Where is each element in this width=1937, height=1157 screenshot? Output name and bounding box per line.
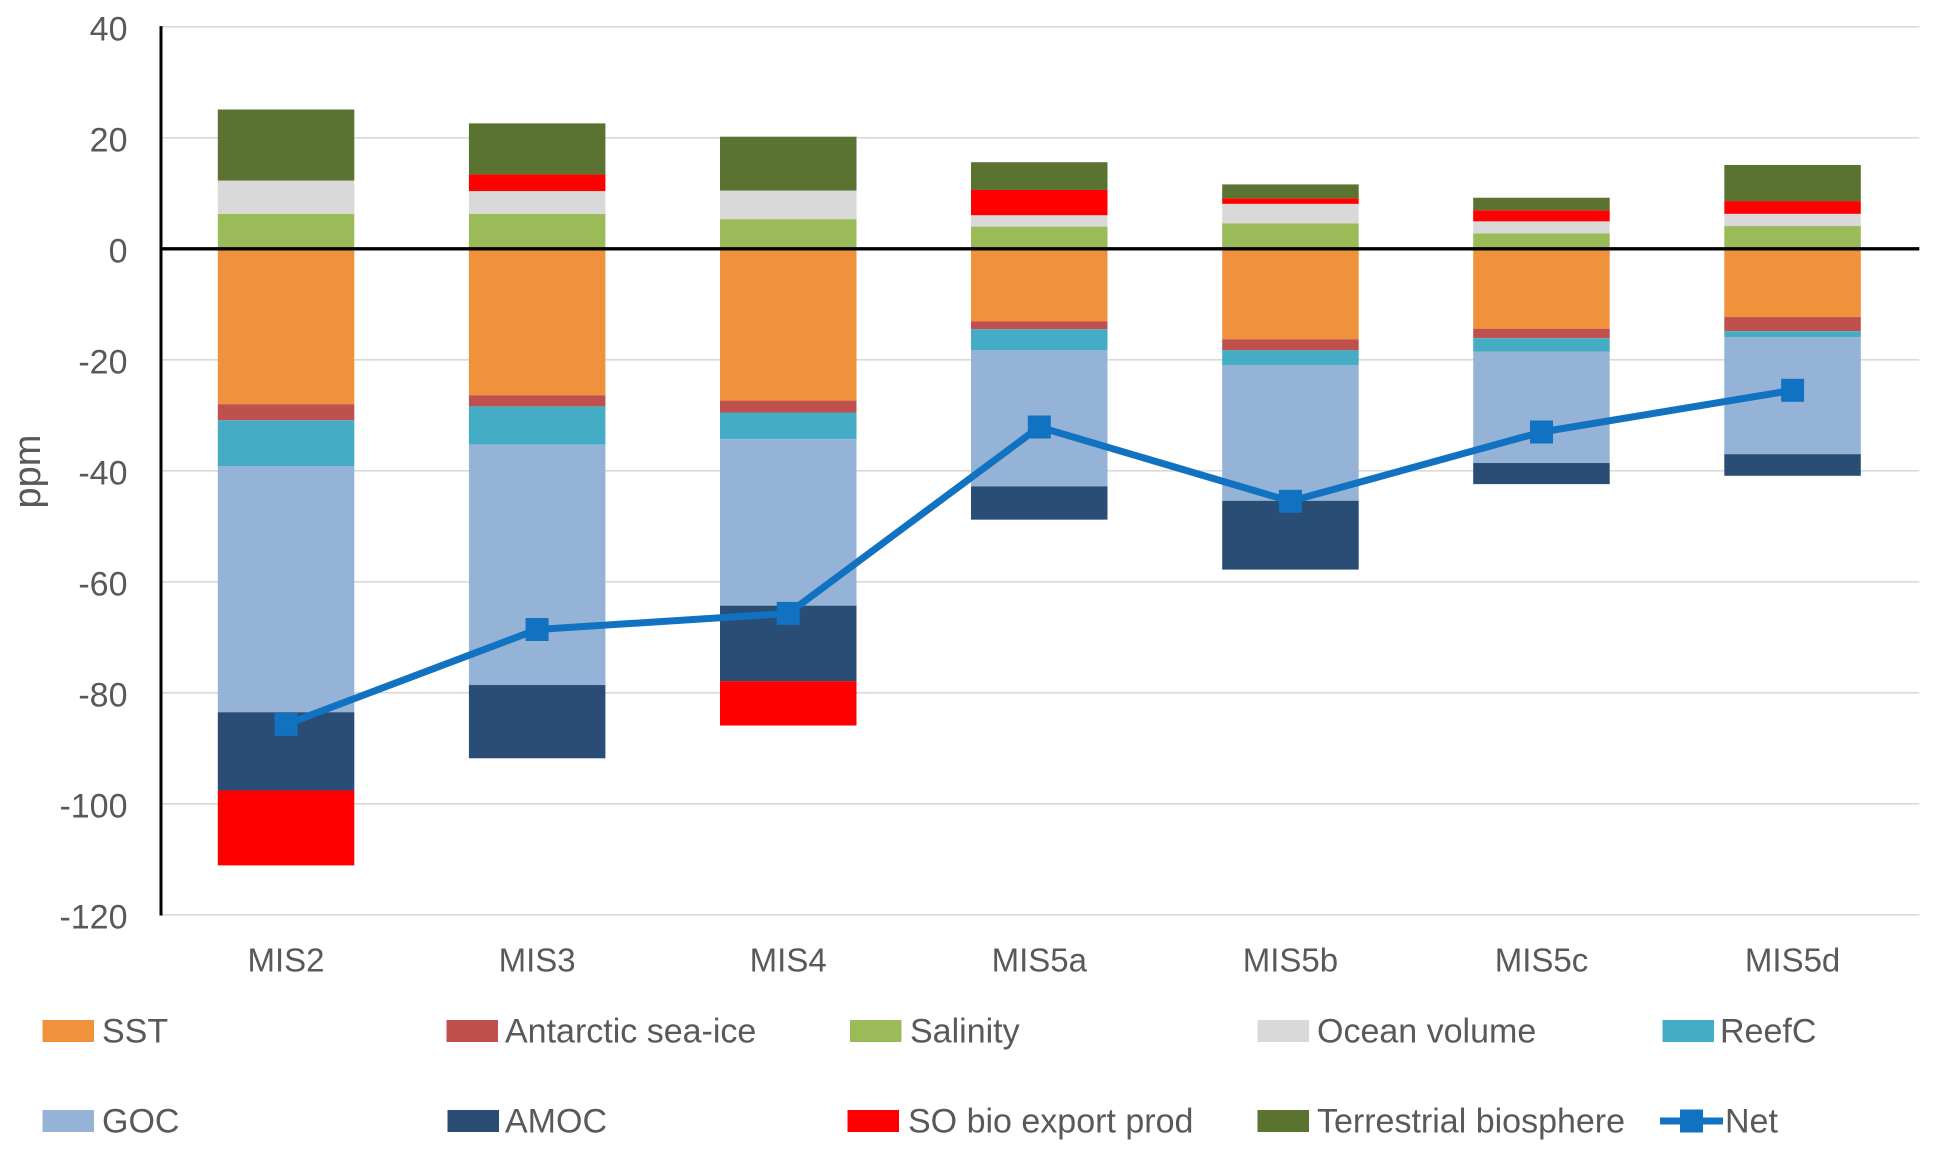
svg-text:MIS4: MIS4 <box>750 942 827 979</box>
svg-text:Ocean volume: Ocean volume <box>1317 1013 1536 1051</box>
svg-text:MIS5d: MIS5d <box>1745 942 1840 979</box>
svg-text:MIS5a: MIS5a <box>992 942 1088 979</box>
svg-text:ppm: ppm <box>7 435 49 509</box>
svg-text:-60: -60 <box>78 565 127 603</box>
svg-text:-120: -120 <box>59 898 127 936</box>
svg-text:MIS3: MIS3 <box>499 942 576 979</box>
svg-text:MIS2: MIS2 <box>247 942 324 979</box>
svg-text:Net: Net <box>1725 1103 1778 1141</box>
svg-text:GOC: GOC <box>102 1103 179 1141</box>
svg-text:SST: SST <box>102 1013 168 1051</box>
svg-text:MIS5b: MIS5b <box>1243 942 1338 979</box>
svg-text:-40: -40 <box>78 454 127 492</box>
svg-text:-20: -20 <box>78 343 127 381</box>
svg-text:SO bio export prod: SO bio export prod <box>908 1103 1193 1141</box>
svg-text:MIS5c: MIS5c <box>1495 942 1589 979</box>
svg-text:Salinity: Salinity <box>910 1013 1020 1051</box>
svg-text:0: 0 <box>109 232 128 270</box>
svg-text:-100: -100 <box>59 787 127 825</box>
svg-text:-80: -80 <box>78 676 127 714</box>
svg-text:Antarctic sea-ice: Antarctic sea-ice <box>505 1013 756 1051</box>
svg-text:20: 20 <box>90 121 128 159</box>
svg-text:AMOC: AMOC <box>505 1103 607 1141</box>
svg-text:40: 40 <box>90 10 128 48</box>
svg-text:Terrestrial biosphere: Terrestrial biosphere <box>1317 1103 1625 1141</box>
svg-text:ReefC: ReefC <box>1720 1013 1816 1051</box>
